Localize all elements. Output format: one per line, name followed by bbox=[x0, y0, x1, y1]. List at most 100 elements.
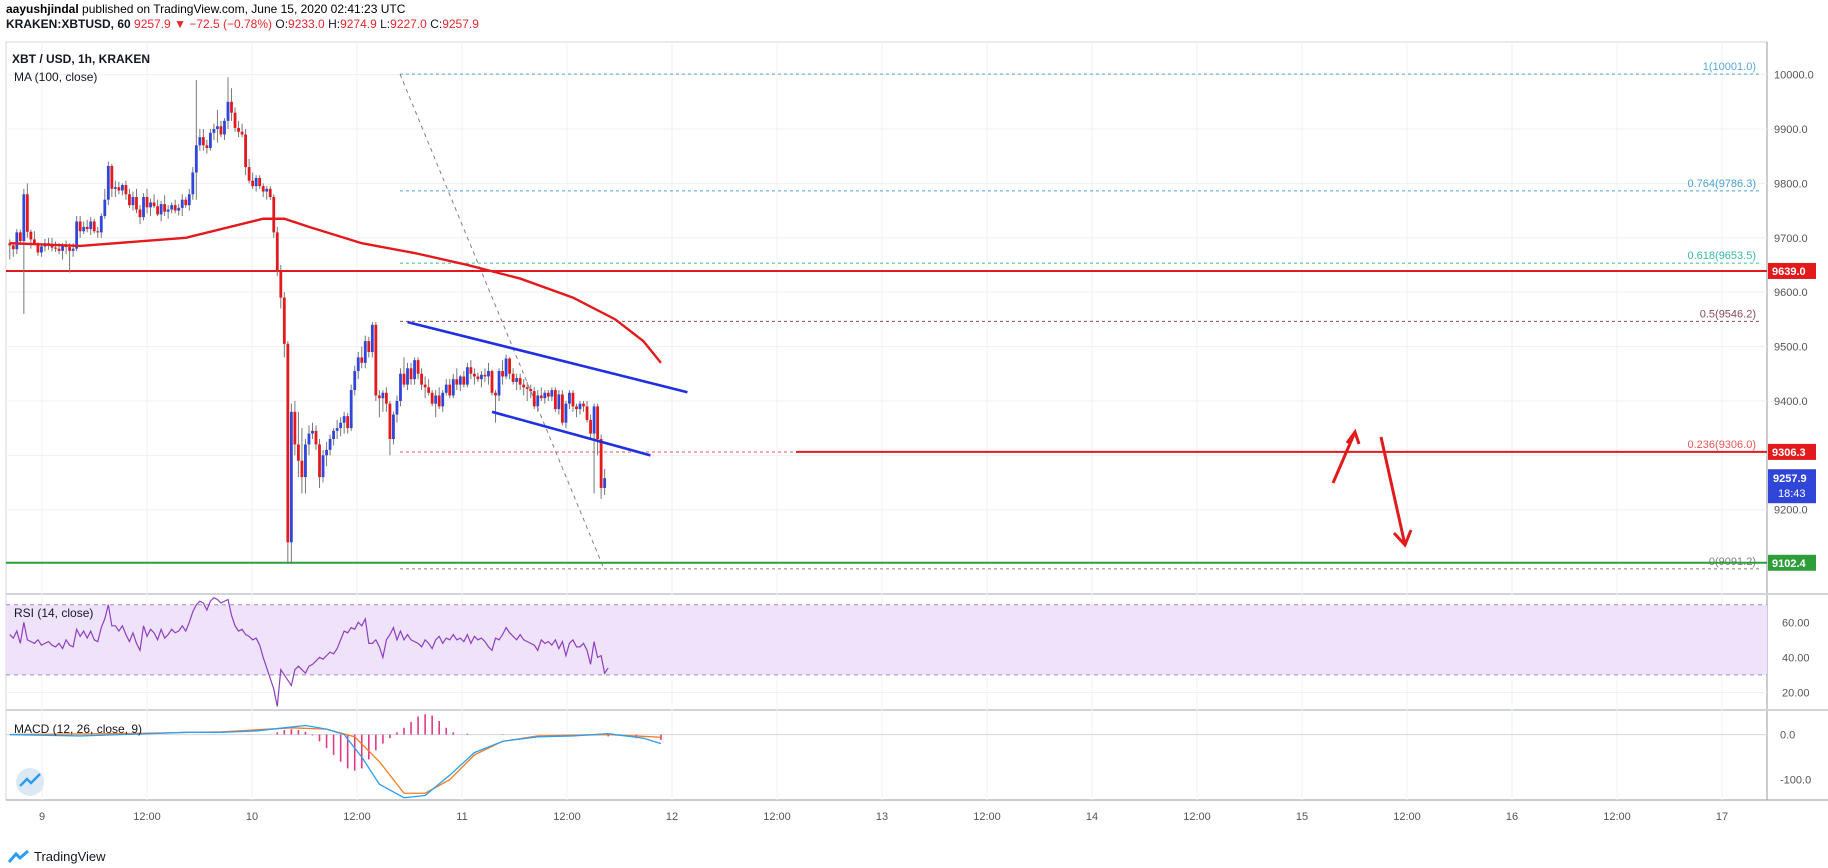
open-value: 9233.0 bbox=[288, 17, 325, 31]
candle-body bbox=[529, 388, 533, 392]
candle-body bbox=[110, 165, 114, 189]
candle-body bbox=[550, 390, 554, 397]
candle-body bbox=[399, 373, 402, 401]
candle-body bbox=[128, 194, 131, 206]
candle-body bbox=[430, 392, 434, 404]
macd-legend: MACD (12, 26, close, 9) bbox=[14, 722, 142, 736]
candle-body bbox=[353, 371, 357, 391]
candle-body bbox=[508, 358, 511, 374]
price-change: 9257.9 ▼ −72.5 (−0.78%) bbox=[134, 17, 273, 31]
candle-body bbox=[103, 199, 107, 217]
time-tick: 11 bbox=[456, 811, 467, 823]
candle-body bbox=[423, 384, 427, 388]
time-tick: 12:00 bbox=[1603, 811, 1631, 823]
candle-body bbox=[420, 373, 423, 385]
candle-body bbox=[416, 360, 420, 374]
candle-body bbox=[244, 134, 247, 168]
candle-body bbox=[82, 226, 86, 232]
candle-body bbox=[561, 394, 564, 423]
macd-line bbox=[9, 724, 662, 799]
time-tick: 12:00 bbox=[553, 811, 581, 823]
candle-body bbox=[518, 378, 522, 385]
candle-body bbox=[441, 392, 445, 407]
candle-body bbox=[571, 392, 575, 407]
chart-title: XBT / USD, 1h, KRAKEN bbox=[12, 52, 150, 66]
candle-body bbox=[321, 455, 325, 478]
footer-brand[interactable]: TradingView bbox=[8, 849, 106, 864]
candle-body bbox=[497, 371, 501, 396]
candle-body bbox=[539, 395, 543, 399]
candle-body bbox=[311, 430, 314, 434]
candle-body bbox=[501, 371, 504, 377]
candle-body bbox=[180, 199, 184, 208]
candle-body bbox=[377, 395, 381, 399]
candle-body bbox=[54, 247, 57, 249]
candle-body bbox=[22, 194, 26, 242]
candle-body bbox=[106, 165, 110, 200]
time-tick: 12:00 bbox=[343, 811, 371, 823]
candle-body bbox=[279, 270, 283, 298]
candle-body bbox=[325, 449, 328, 456]
candle-body bbox=[163, 204, 167, 212]
candle-body bbox=[596, 406, 599, 440]
price-tick: 10000.0 bbox=[1774, 70, 1814, 82]
candle-body bbox=[494, 392, 497, 396]
candle-body bbox=[592, 406, 596, 434]
candle-body bbox=[465, 367, 469, 385]
candle-body bbox=[99, 216, 103, 233]
price-tick: 9200.0 bbox=[1774, 505, 1808, 517]
candle-body bbox=[578, 403, 582, 410]
candle-body bbox=[339, 422, 343, 429]
last-price-label: 9257.9 bbox=[1773, 473, 1807, 485]
candle-body bbox=[335, 428, 339, 431]
candle-body bbox=[568, 392, 571, 404]
candle-body bbox=[297, 444, 300, 461]
rsi-band bbox=[6, 604, 1767, 675]
candle-body bbox=[557, 394, 561, 410]
candle-body bbox=[462, 376, 466, 385]
candle-body bbox=[564, 403, 568, 423]
candle-body bbox=[374, 324, 378, 396]
time-tick: 12:00 bbox=[1393, 811, 1421, 823]
candle-body bbox=[156, 206, 159, 215]
candle-body bbox=[237, 127, 240, 132]
brand-label: TradingView bbox=[34, 849, 106, 864]
candle-body bbox=[434, 395, 438, 404]
candle-body bbox=[131, 196, 135, 206]
candle-body bbox=[427, 387, 431, 393]
candle-body bbox=[272, 196, 276, 233]
candle-body bbox=[135, 196, 138, 210]
candle-body bbox=[219, 126, 223, 135]
candle-body bbox=[201, 137, 205, 146]
candle-body bbox=[515, 378, 519, 382]
price-axis[interactable]: 10000.0 9900.0 9800.0 9700.0 9600.0 9500.0 940… bbox=[1768, 70, 1816, 787]
candle-body bbox=[395, 400, 399, 415]
candle-body bbox=[543, 392, 547, 399]
fib-label: 0.618(9653.5) bbox=[1688, 250, 1757, 262]
candle-body bbox=[40, 246, 43, 253]
price-tick: 9400.0 bbox=[1774, 396, 1808, 408]
candle-body bbox=[166, 209, 170, 212]
candle-body bbox=[212, 129, 216, 133]
close-value: 9257.9 bbox=[442, 17, 479, 31]
time-tick: 17 bbox=[1716, 811, 1728, 823]
candle-body bbox=[198, 137, 202, 146]
arrow-up-line bbox=[1331, 431, 1357, 484]
candle-body bbox=[388, 403, 392, 440]
candle-body bbox=[589, 419, 592, 434]
chart-logo-icon[interactable] bbox=[16, 768, 44, 796]
candle-body bbox=[511, 373, 515, 382]
macd-tick: 0.0 bbox=[1780, 730, 1795, 742]
candle-body bbox=[282, 297, 286, 344]
candle-body bbox=[504, 358, 508, 377]
time-tick: 12:00 bbox=[1183, 811, 1211, 823]
tradingview-logo-icon bbox=[8, 849, 29, 863]
level-price-label: 9639.0 bbox=[1772, 266, 1806, 278]
candle-body bbox=[265, 188, 269, 192]
fib-trendline bbox=[399, 73, 605, 570]
candle-body bbox=[342, 416, 346, 423]
author-name[interactable]: aayushjindal bbox=[6, 2, 79, 16]
candle-body bbox=[15, 232, 19, 250]
time-axis[interactable]: 9 12:00 10 12:00 11 12:00 12 12:00 13 12:00 14 12:0… bbox=[39, 811, 1728, 823]
